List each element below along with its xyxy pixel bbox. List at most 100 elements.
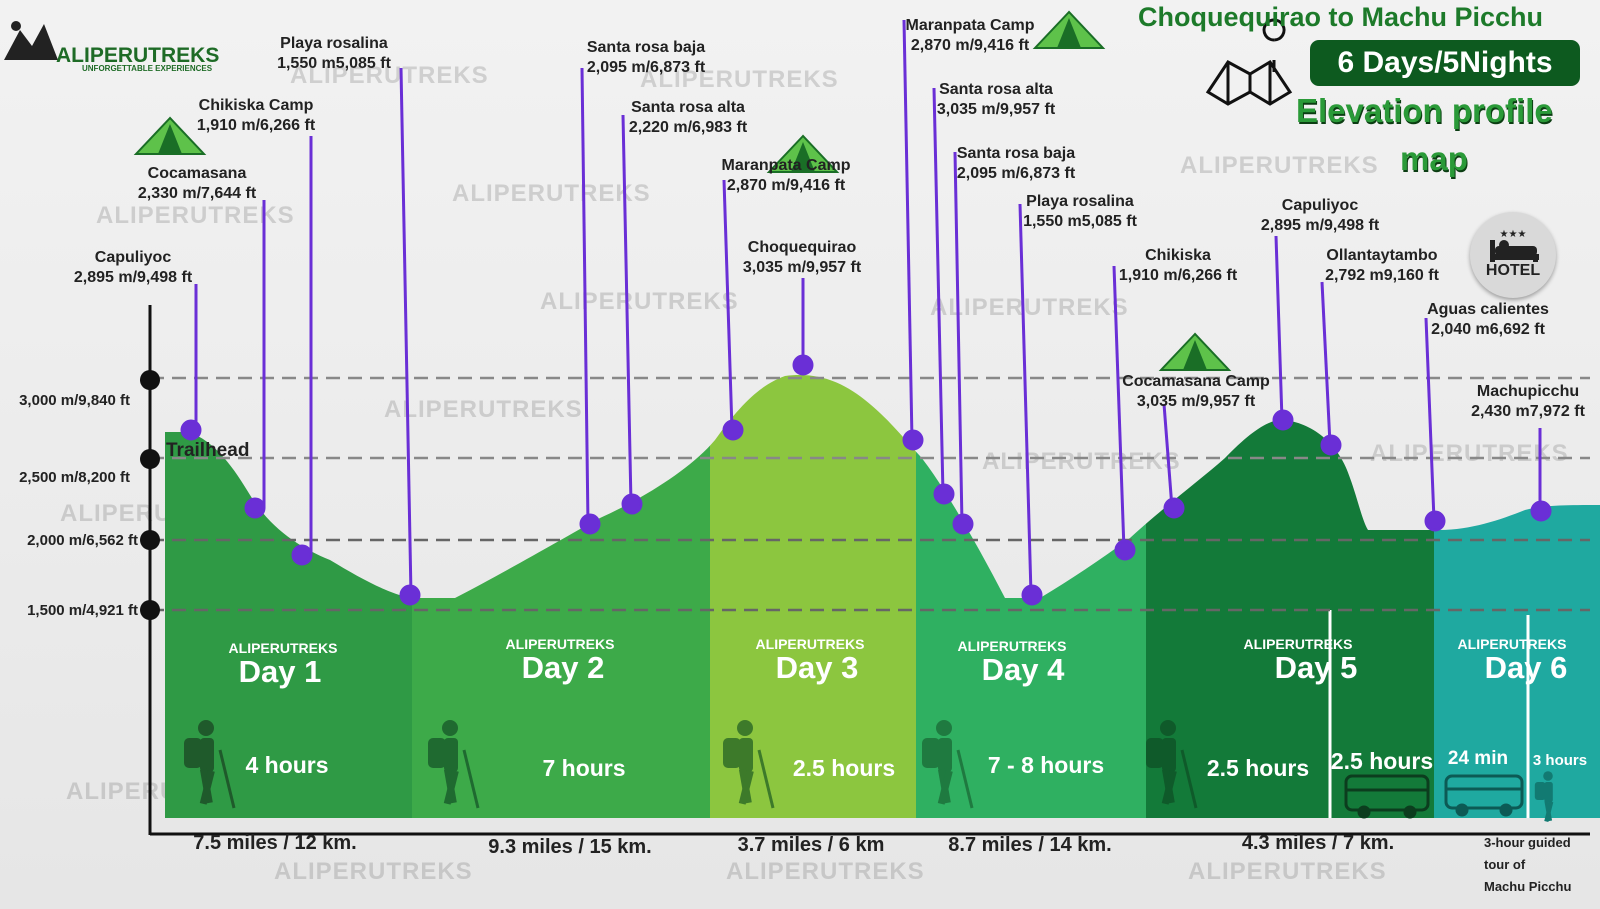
waypoint-label: Machupicchu 2,430 m7,972 ft [1471,383,1585,420]
waypoint-label: Chikiska Camp 1,910 m/6,266 ft [196,97,316,134]
watermark: ALIPERUTREKS [290,62,489,89]
waypoint-line [953,151,964,525]
waypoint-label: Maranpata Camp 2,870 m/9,416 ft [721,157,851,194]
brand-tagline: UNFORGETTABLE EXPERIENCES [82,64,213,73]
watermark: ALIPERUTREKS [1180,152,1379,179]
waypoint-line [580,67,590,525]
day-logo: ALIPERUTREKS [505,636,615,652]
waypoint-label: Playa rosalina 1,550 m5,085 ft [277,35,391,72]
hotel-badge: ★★★ HOTEL [1470,212,1556,298]
hiker-icon [428,720,480,809]
watermark: ALIPERUTREKS [982,448,1181,475]
waypoint-dot [1021,584,1043,606]
waypoint-dot [722,419,744,441]
waypoint-label: Capuliyoc 2,895 m/9,498 ft [73,249,193,286]
waypoint-label: Santa rosa baja 2,095 m/6,873 ft [956,145,1076,182]
y-axis-label-2500: 2,500 m/8,200 ft [19,469,130,486]
day-label-2: Day 2 [521,650,605,685]
tent-icon [1158,332,1232,371]
waypoint-dot [1114,539,1136,561]
map-icon [1205,18,1293,106]
hiker-icon [1146,720,1198,809]
waypoint-line [722,179,734,431]
watermark: ALIPERUTREKS [930,294,1129,321]
day-distance-3: 3.7 miles / 6 km [737,834,885,856]
waypoint-dot [902,429,924,451]
day-hours-6-bus: 24 min [1447,748,1509,769]
day-hours-5: 2.5 hours [1206,755,1310,781]
tent-icon [1032,10,1106,49]
waypoint-dot [1530,500,1552,522]
waypoint-label: Santa rosa alta 2,220 m/6,983 ft [628,99,748,136]
waypoint-line [932,87,945,495]
day-logo: ALIPERUTREKS [228,640,338,656]
brand-logo: ALIPERUTREKS [56,44,220,67]
waypoint-markers [180,19,1552,606]
waypoint-dot [180,419,202,441]
axis-node [140,449,160,469]
bed-icon: ★★★ [1490,229,1539,262]
duration-badge: 6 Days/5Nights [1310,40,1580,86]
waypoint-line [902,19,914,441]
y-axis-label-2000: 2,000 m/6,562 ft [27,532,138,549]
day-logo: ALIPERUTREKS [1243,636,1353,652]
day-label-6: Day 6 [1484,650,1568,685]
day-logo: ALIPERUTREKS [957,638,1067,654]
bus-icon [1444,774,1524,817]
day-label-3: Day 3 [775,650,859,685]
day-hours-6-tour: 3 hours [1532,752,1588,769]
route-title: Choquequirao to Machu Picchu [1138,2,1544,32]
hiker-icon [723,720,775,809]
waypoint-label: Capuliyoc 2,895 m/9,498 ft [1260,197,1380,234]
y-axis-label-3000: 3,000 m/9,840 ft [19,392,130,409]
day-label-4: Day 4 [981,652,1065,687]
waypoint-label: Choquequirao 3,035 m/9,957 ft [742,239,862,276]
waypoint-dot [399,584,421,606]
waypoint-dot [792,354,814,376]
waypoint-label: Chikiska 1,910 m/6,266 ft [1118,247,1238,284]
svg-text:★★★: ★★★ [1500,229,1527,240]
hiker-icon [922,720,974,809]
day-hours-4: 7 - 8 hours [987,752,1105,778]
waypoint-dot [244,497,266,519]
waypoint-dot [291,544,313,566]
day-hours-1: 4 hours [245,752,329,778]
watermark: ALIPERUTREKS [1370,440,1569,467]
waypoint-label: Santa rosa baja 2,095 m/6,873 ft [586,39,706,76]
day-distance-5: 4.3 miles / 7 km. [1241,832,1395,854]
watermark: ALIPERUTREKS [274,858,473,885]
logo-mark [4,21,58,60]
waypoint-line [1424,317,1436,521]
waypoint-line [1018,203,1033,595]
waypoint-line [1112,265,1126,551]
waypoint-dot [621,493,643,515]
waypoint-label: Cocamasana 2,330 m/7,644 ft [137,165,257,202]
waypoint-line [1320,281,1332,445]
day-distance-2: 9.3 miles / 15 km. [488,836,652,858]
day-hours-3: 2.5 hours [792,755,896,781]
waypoint-label: Santa rosa alta 3,035 m/9,957 ft [936,81,1056,118]
bus-icon [1344,774,1430,819]
waypoint-dot [579,513,601,535]
waypoint-label: Cocamasana Camp 3,035 m/9,957 ft [1122,373,1270,410]
axis-node [140,600,160,620]
tent-icon [133,116,207,155]
day-distance-4: 8.7 miles / 14 km. [948,834,1112,856]
watermark: ALIPERUTREKS [96,202,295,229]
day-distance-1: 7.5 miles / 12 km. [193,832,357,854]
watermark: ALIPERUTREKS [452,180,651,207]
watermark: ALIPERUTREKS [1188,858,1387,885]
map-title-line1: Elevation profile [1296,92,1553,129]
waypoint-dot [1424,510,1446,532]
tour-note: 3-hour guided tour of Machu Picchu [1484,835,1572,894]
waypoint-dot [1320,434,1342,456]
waypoint-label: Ollantaytambo 2,792 m9,160 ft [1325,247,1439,284]
day-label-1: Day 1 [238,654,322,689]
waypoint-line [621,114,633,505]
axis-node [140,530,160,550]
waypoint-dot [952,513,974,535]
day-hours-5-bus: 2.5 hours [1330,748,1434,774]
hiker-icon [184,720,236,809]
